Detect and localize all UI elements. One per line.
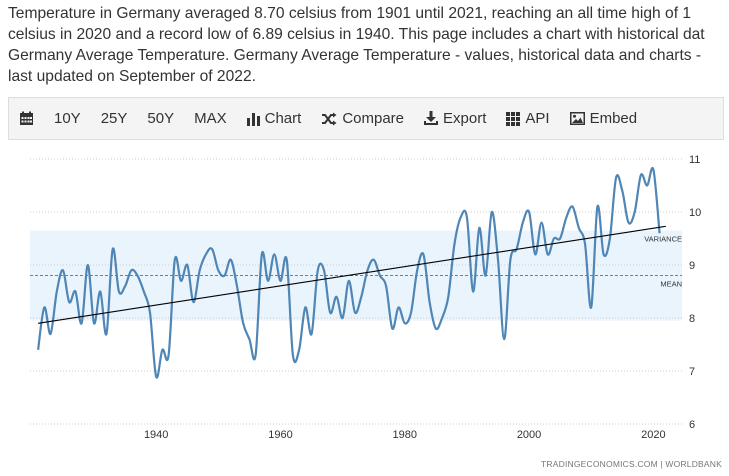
export-button[interactable]: Export [414,97,496,140]
calendar-icon [19,111,34,126]
page-description: Temperature in Germany averaged 8.70 cel… [8,3,729,87]
range-10y-label: 10Y [54,110,81,127]
embed-button[interactable]: Embed [560,97,648,140]
trend-line [38,225,666,324]
grid-lines [30,158,682,425]
y-tick-label: 6 [689,419,695,431]
compare-button-label: Compare [342,110,405,127]
chart-area: VARIANCE MEAN 6 7 8 9 10 11 1940 1960 1980 2000 2… [0,141,729,471]
description-line: Germany Average Temperature. Germany Ave… [8,47,702,64]
embed-button-label: Embed [589,110,638,127]
y-tick-label: 7 [689,366,695,378]
compare-button[interactable]: Compare [311,97,414,140]
variance-label: VARIANCE [644,235,682,244]
x-axis-ticks: 1940 1960 1980 2000 2020 [144,429,666,441]
bar-chart-icon [246,112,260,126]
description-line: Temperature in Germany averaged 8.70 cel… [8,5,692,22]
image-icon [569,112,585,125]
range-max-button[interactable]: MAX [184,97,237,140]
range-50y-button[interactable]: 50Y [137,97,184,140]
description-line: celsius in 2020 and a record low of 6.89… [8,26,705,43]
range-50y-label: 50Y [147,110,175,127]
temperature-series-line [37,166,661,379]
x-tick-label: 1980 [393,429,417,441]
source-credit: TRADINGECONOMICS.COM | WORLDBANK [541,459,722,469]
shuffle-icon [321,112,337,126]
range-25y-label: 25Y [100,110,128,127]
api-button-label: API [525,110,550,127]
api-button[interactable]: API [496,97,559,140]
range-max-label: MAX [194,110,227,127]
range-10y-button[interactable]: 10Y [44,97,91,140]
y-axis-ticks: 6 7 8 9 10 11 [689,154,701,431]
range-25y-button[interactable]: 25Y [91,97,138,140]
calendar-button[interactable] [9,97,44,140]
grid-icon [506,111,521,126]
export-button-label: Export [443,110,487,127]
download-icon [424,111,439,126]
y-tick-label: 11 [689,154,700,166]
x-tick-label: 2000 [517,429,541,441]
description-line: last updated on September of 2022. [8,68,256,85]
y-tick-label: 9 [689,260,695,272]
x-tick-label: 2020 [641,429,665,441]
x-tick-label: 1940 [144,429,168,441]
x-tick-label: 1960 [268,429,292,441]
chart-button-label: Chart [264,110,302,127]
chart-toolbar: 10Y 25Y 50Y MAX Chart Compare [8,97,724,140]
y-tick-label: 8 [689,313,695,325]
mean-label: MEAN [660,280,682,289]
y-tick-label: 10 [689,207,701,219]
temperature-chart: VARIANCE MEAN 6 7 8 9 10 11 1940 1960 1980 2000 2… [30,154,722,469]
chart-button[interactable]: Chart [237,97,312,140]
